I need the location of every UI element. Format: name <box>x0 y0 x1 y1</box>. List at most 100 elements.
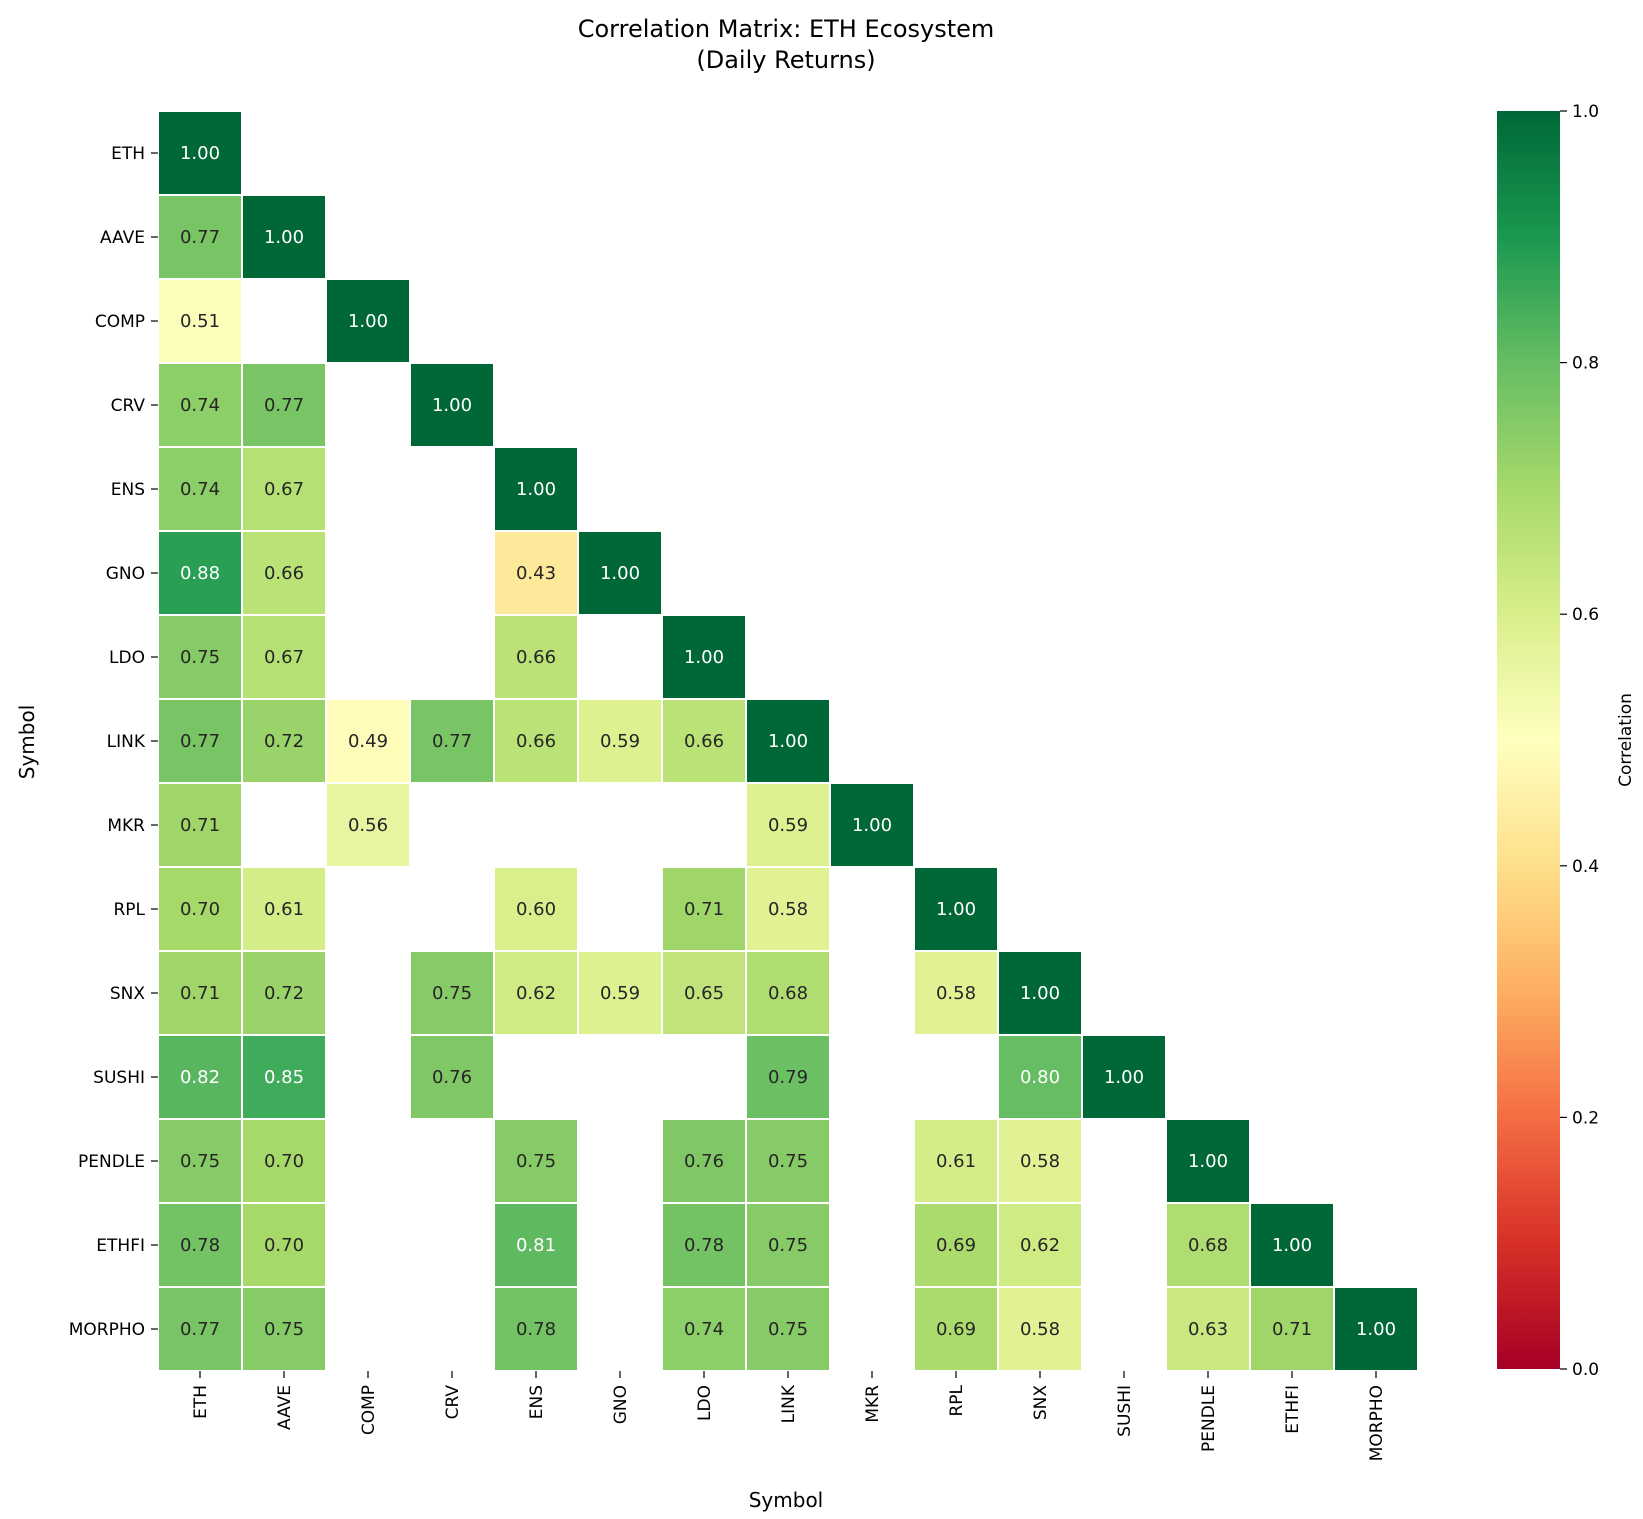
heatmap-cell <box>745 1034 831 1120</box>
cell-value-label: 1.00 <box>936 899 976 920</box>
heatmap-cell <box>157 698 243 784</box>
heatmap-cell <box>913 866 999 952</box>
heatmap-cell <box>157 530 243 616</box>
cell-value-label: 1.00 <box>180 143 220 164</box>
y-tick-label: SUSHI <box>93 1068 145 1088</box>
x-tick-label: PENDLE <box>1199 1385 1219 1452</box>
colorbar-tick-label: 0.6 <box>1572 605 1599 625</box>
colorbar-tick-label: 1.0 <box>1572 102 1599 122</box>
cell-value-label: 0.66 <box>264 563 304 584</box>
cell-value-label: 0.77 <box>180 1319 220 1340</box>
colorbar-gradient <box>1497 111 1560 1369</box>
heatmap-cell <box>241 866 327 952</box>
cell-value-label: 1.00 <box>516 479 556 500</box>
heatmap-cell <box>493 614 579 700</box>
cell-value-label: 0.77 <box>180 731 220 752</box>
heatmap-cell <box>1165 1286 1251 1372</box>
x-tick-label: MKR <box>863 1385 883 1423</box>
cell-value-label: 0.81 <box>516 1235 556 1256</box>
heatmap-cell <box>997 1034 1083 1120</box>
heatmap-cell <box>745 866 831 952</box>
cell-value-label: 0.66 <box>516 731 556 752</box>
cell-value-label: 0.75 <box>432 983 472 1004</box>
cell-value-label: 0.75 <box>768 1319 808 1340</box>
cell-value-label: 0.60 <box>516 899 556 920</box>
heatmap-cell <box>493 1286 579 1372</box>
heatmap-cell <box>325 698 411 784</box>
cell-value-label: 0.68 <box>768 983 808 1004</box>
x-tick-label: AAVE <box>275 1385 295 1430</box>
cell-value-label: 0.76 <box>684 1151 724 1172</box>
x-tick-label: ETHFI <box>1283 1385 1303 1434</box>
x-tick-label: SNX <box>1031 1385 1051 1421</box>
cell-value-label: 1.00 <box>1188 1151 1228 1172</box>
cell-value-label: 0.71 <box>180 815 220 836</box>
cell-value-label: 0.75 <box>180 1151 220 1172</box>
cell-value-label: 0.71 <box>180 983 220 1004</box>
heatmap-cell <box>913 1202 999 1288</box>
cell-value-label: 0.79 <box>768 1067 808 1088</box>
x-axis-label: Symbol <box>749 1488 824 1512</box>
colorbar-tick-label: 0.8 <box>1572 354 1599 374</box>
heatmap-cell <box>829 782 915 868</box>
cell-value-label: 0.62 <box>516 983 556 1004</box>
heatmap-cell <box>1333 1286 1419 1372</box>
heatmap-cell <box>997 1202 1083 1288</box>
heatmap-cell <box>241 194 327 280</box>
heatmap-cell <box>745 698 831 784</box>
y-tick-label: ETH <box>111 144 145 164</box>
cell-value-label: 1.00 <box>1272 1235 1312 1256</box>
heatmap-cell <box>325 782 411 868</box>
heatmap-cell <box>157 1202 243 1288</box>
y-axis-label: Symbol <box>15 705 39 780</box>
cell-value-label: 0.85 <box>264 1067 304 1088</box>
cell-value-label: 0.78 <box>180 1235 220 1256</box>
cell-value-label: 0.58 <box>1020 1151 1060 1172</box>
heatmap-cell <box>241 1118 327 1204</box>
cell-value-label: 0.58 <box>768 899 808 920</box>
y-tick-label: GNO <box>106 564 145 584</box>
colorbar-tick-label: 0.4 <box>1572 857 1599 877</box>
heatmap-cell <box>409 698 495 784</box>
y-tick-label: SNX <box>110 984 146 1004</box>
heatmap-cell <box>241 698 327 784</box>
cell-value-label: 0.58 <box>1020 1319 1060 1340</box>
cell-value-label: 0.69 <box>936 1235 976 1256</box>
x-tick-label: MORPHO <box>1367 1385 1387 1461</box>
cell-value-label: 0.67 <box>264 479 304 500</box>
cell-value-label: 0.70 <box>180 899 220 920</box>
cell-value-label: 0.56 <box>348 815 388 836</box>
cell-value-label: 0.77 <box>264 395 304 416</box>
cell-value-label: 0.59 <box>600 731 640 752</box>
cell-value-label: 1.00 <box>348 311 388 332</box>
y-tick-label: RPL <box>113 900 145 920</box>
cell-value-label: 1.00 <box>852 815 892 836</box>
x-tick-label: SUSHI <box>1115 1385 1135 1437</box>
x-tick-label: ETH <box>191 1385 211 1419</box>
x-tick-label: GNO <box>611 1385 631 1424</box>
cell-value-label: 0.77 <box>180 227 220 248</box>
heatmap-cell <box>1081 1034 1167 1120</box>
heatmap-cell <box>1165 1202 1251 1288</box>
heatmap-cell <box>577 950 663 1036</box>
heatmap-cell <box>493 446 579 532</box>
cell-value-label: 0.58 <box>936 983 976 1004</box>
heatmap-cell <box>661 614 747 700</box>
heatmap-cell <box>661 1286 747 1372</box>
cell-value-label: 0.74 <box>180 395 220 416</box>
x-tick-label: CRV <box>443 1385 463 1420</box>
cell-value-label: 0.75 <box>180 647 220 668</box>
heatmap-cell <box>661 950 747 1036</box>
x-tick-labels: ETH AAVE COMP CRV ENS GNO LDO LINK MKR RPL SNX SUSH… <box>191 1371 1387 1461</box>
cell-value-label: 0.70 <box>264 1235 304 1256</box>
cell-value-label: 0.77 <box>432 731 472 752</box>
cell-value-label: 0.75 <box>768 1235 808 1256</box>
cell-value-label: 0.75 <box>768 1151 808 1172</box>
heatmap-cell <box>997 950 1083 1036</box>
y-tick-label: MKR <box>107 816 145 836</box>
cell-value-label: 1.00 <box>684 647 724 668</box>
x-tick-label: ENS <box>527 1385 547 1419</box>
cell-value-label: 0.61 <box>936 1151 976 1172</box>
heatmap-cell <box>1249 1286 1335 1372</box>
cell-value-label: 0.88 <box>180 563 220 584</box>
